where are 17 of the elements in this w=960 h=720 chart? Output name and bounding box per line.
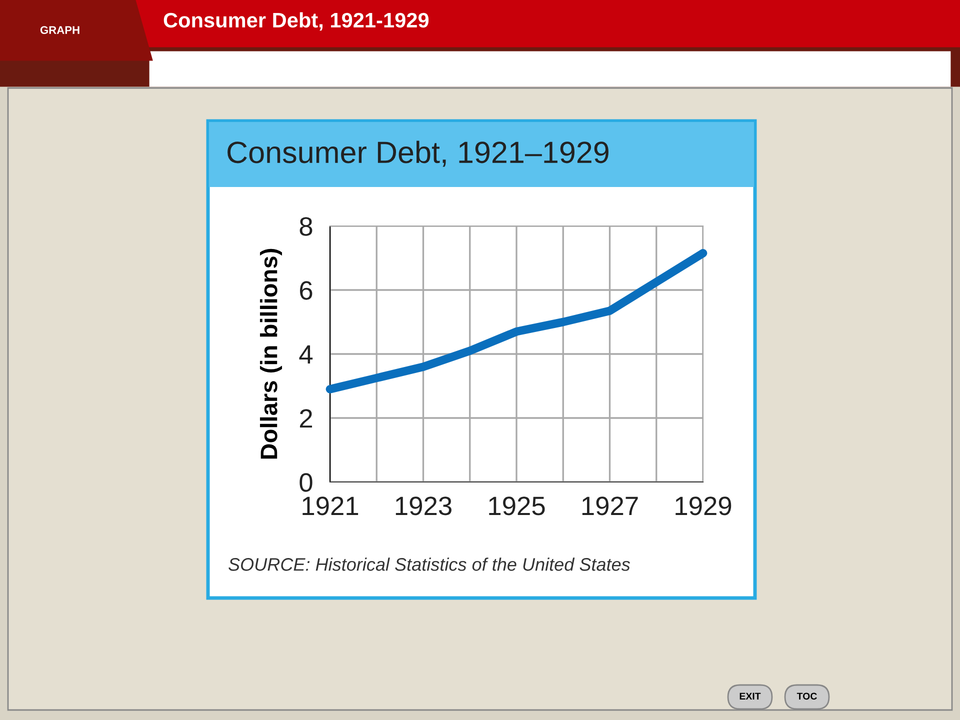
source-note: SOURCE: Historical Statistics of the United States: [228, 558, 630, 571]
x-tick-label: 1929: [676, 496, 732, 516]
y-axis-title: Dollars (in billions): [260, 248, 282, 459]
chart-subtitle: Consumer Debt, 1921–1929: [228, 140, 608, 167]
chart-title: Consumer Debt, 1921-1929: [164, 12, 429, 31]
text: TOC: [796, 692, 817, 700]
text: GRAPH: [40, 26, 80, 34]
y-tick-label: 6: [300, 281, 312, 300]
x-tick-label: 1921: [302, 496, 358, 516]
y-tick-label: 8: [300, 217, 312, 236]
y-tick-label: 2: [300, 409, 312, 428]
x-tick-label: 1927: [582, 496, 638, 516]
x-tick-label: 1925: [489, 496, 545, 516]
y-tick-label: 4: [299, 345, 313, 364]
x-tick-label: 1923: [396, 496, 452, 516]
text: EXIT: [740, 692, 761, 700]
y-tick-label: 0: [300, 473, 312, 492]
